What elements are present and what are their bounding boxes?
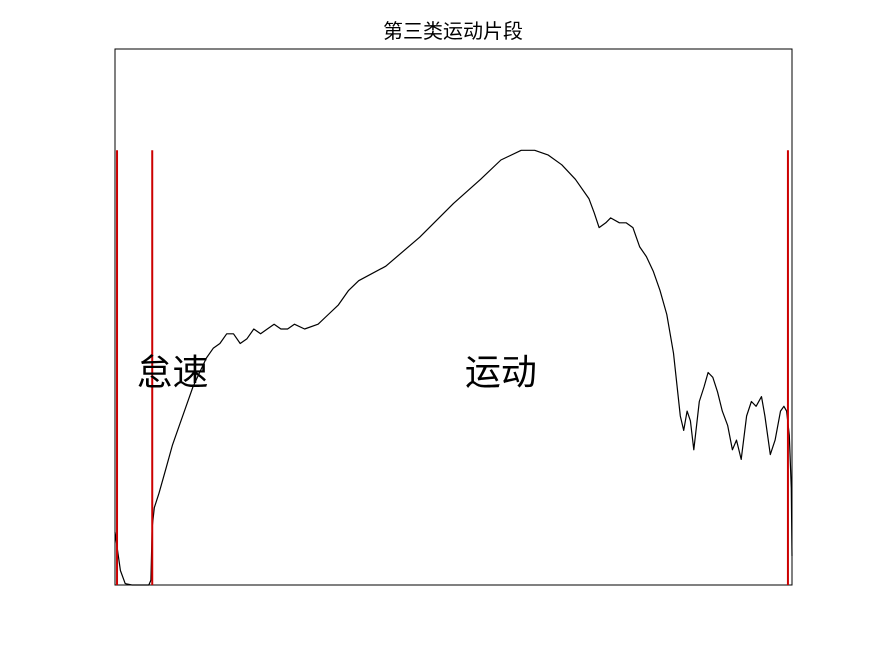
lines-layer xyxy=(114,149,793,586)
series-line-0 xyxy=(114,149,793,586)
region-label-0: 怠速 xyxy=(137,352,209,393)
region-label-1: 运动 xyxy=(465,352,537,393)
labels-layer: 怠速 运动 xyxy=(137,352,537,393)
plot-area xyxy=(114,48,793,586)
chart-title: 第三类运动片段 xyxy=(383,19,523,43)
